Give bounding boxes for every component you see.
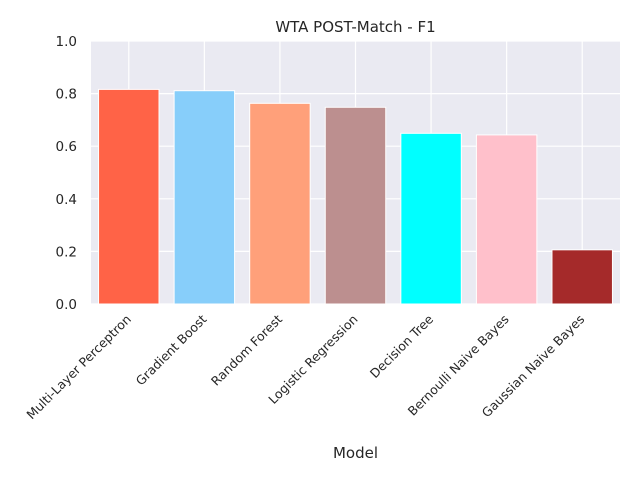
bar: [475, 134, 538, 305]
bar: [98, 88, 160, 305]
chart-title: WTA POST-Match - F1: [275, 18, 435, 36]
bar: [324, 106, 387, 305]
x-tick-label: Multi-Layer Perceptron: [23, 312, 134, 423]
bar: [400, 132, 462, 305]
x-tick-label: Random Forest: [208, 311, 285, 388]
bar: [551, 249, 613, 305]
y-tick-label: 1.0: [56, 34, 77, 50]
y-tick-label: 0.4: [56, 192, 77, 208]
x-tick-label: Decision Tree: [367, 311, 437, 381]
y-tick-labels: 0.0 0.2 0.4 0.6 0.8 1.0: [56, 34, 77, 313]
y-tick-label: 0.8: [56, 87, 77, 103]
x-tick-label: Gradient Boost: [133, 311, 210, 388]
y-tick-label: 0.0: [56, 297, 77, 313]
x-axis-label: Model: [333, 444, 378, 462]
bar: [173, 90, 236, 305]
y-tick-label: 0.2: [56, 244, 77, 260]
y-tick-label: 0.6: [56, 139, 77, 155]
bar: [249, 102, 311, 305]
bars: [98, 88, 613, 305]
